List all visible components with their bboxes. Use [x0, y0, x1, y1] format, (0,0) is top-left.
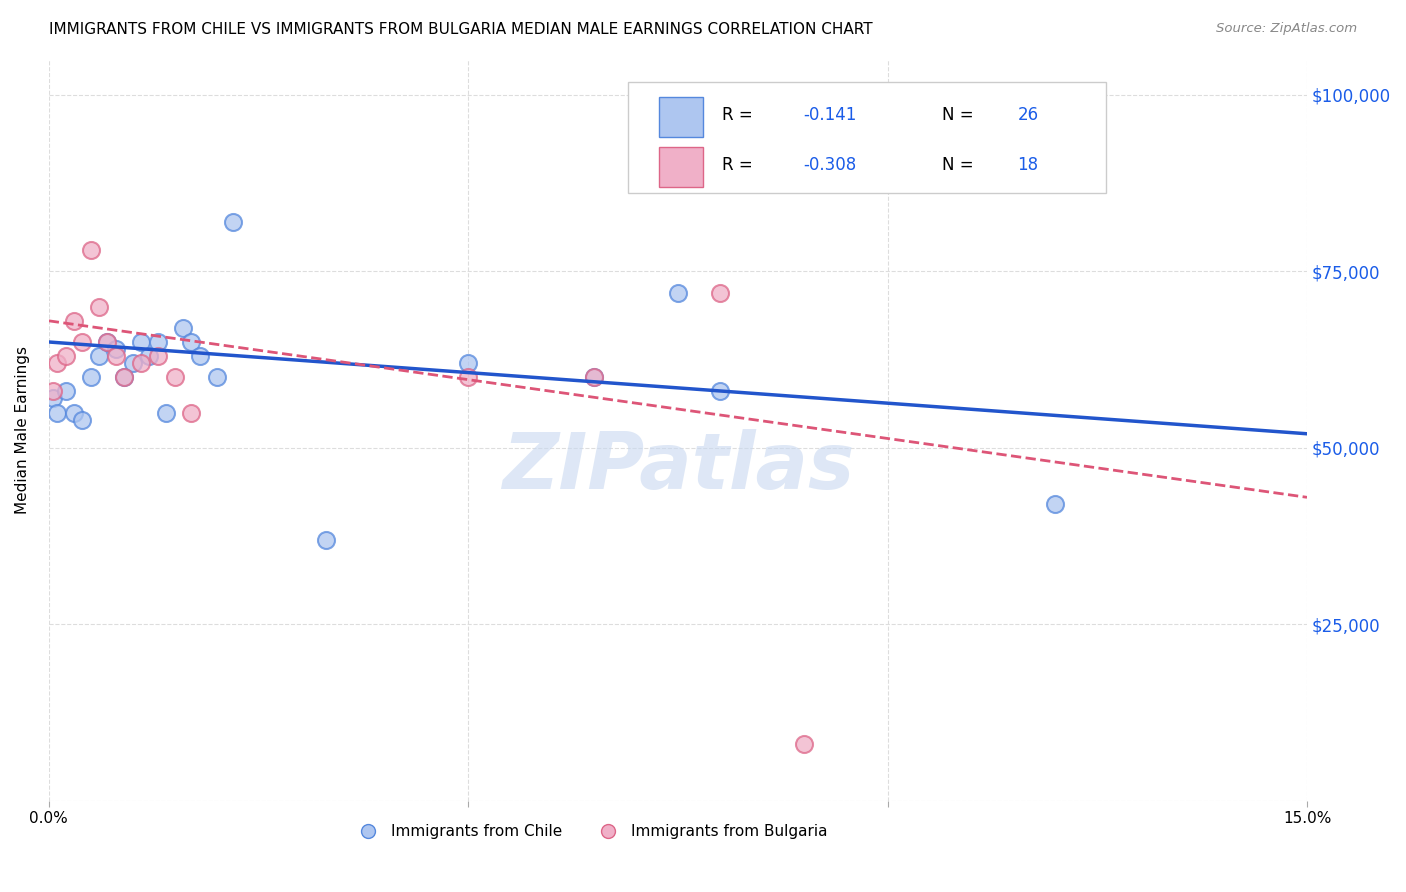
Point: [63, 406, 86, 420]
Point: [96, 334, 118, 349]
Point: [146, 349, 169, 363]
Point: [138, 349, 160, 363]
Point: [129, 334, 152, 349]
Point: [315, 533, 337, 547]
Point: [1045, 497, 1067, 511]
Point: [121, 356, 143, 370]
Point: [457, 370, 479, 384]
Text: R =: R =: [721, 106, 758, 124]
Point: [42, 392, 65, 406]
Text: Source: ZipAtlas.com: Source: ZipAtlas.com: [1216, 22, 1357, 36]
Point: [72, 334, 94, 349]
Point: [222, 215, 245, 229]
Point: [72, 412, 94, 426]
Legend: Immigrants from Chile, Immigrants from Bulgaria: Immigrants from Chile, Immigrants from B…: [346, 818, 834, 845]
Text: -0.308: -0.308: [804, 156, 858, 174]
Point: [457, 356, 479, 370]
Point: [180, 406, 202, 420]
Point: [80, 244, 103, 258]
Point: [104, 342, 127, 356]
Point: [709, 384, 731, 399]
Point: [172, 321, 194, 335]
Text: IMMIGRANTS FROM CHILE VS IMMIGRANTS FROM BULGARIA MEDIAN MALE EARNINGS CORRELATI: IMMIGRANTS FROM CHILE VS IMMIGRANTS FROM…: [49, 22, 873, 37]
Text: N =: N =: [942, 156, 979, 174]
Point: [55, 349, 77, 363]
Point: [582, 370, 605, 384]
Point: [582, 370, 605, 384]
Point: [129, 356, 152, 370]
Point: [80, 370, 103, 384]
Y-axis label: Median Male Earnings: Median Male Earnings: [15, 346, 30, 515]
Text: ZIPatlas: ZIPatlas: [502, 429, 853, 505]
Point: [87, 300, 110, 314]
Point: [46, 406, 69, 420]
Point: [46, 356, 69, 370]
Point: [180, 334, 202, 349]
Point: [104, 349, 127, 363]
Text: 18: 18: [1018, 156, 1039, 174]
FancyBboxPatch shape: [627, 82, 1105, 193]
Point: [793, 738, 815, 752]
Point: [188, 349, 211, 363]
Point: [205, 370, 228, 384]
Point: [63, 314, 86, 328]
Text: R =: R =: [721, 156, 758, 174]
Text: -0.141: -0.141: [804, 106, 858, 124]
Point: [87, 349, 110, 363]
Point: [146, 334, 169, 349]
Point: [112, 370, 135, 384]
Text: N =: N =: [942, 106, 979, 124]
Bar: [659, 96, 703, 137]
Point: [112, 370, 135, 384]
Point: [55, 384, 77, 399]
Point: [666, 285, 689, 300]
Bar: [659, 146, 703, 187]
Text: 26: 26: [1018, 106, 1039, 124]
Point: [709, 285, 731, 300]
Point: [42, 384, 65, 399]
Point: [155, 406, 177, 420]
Point: [163, 370, 186, 384]
Point: [96, 334, 118, 349]
